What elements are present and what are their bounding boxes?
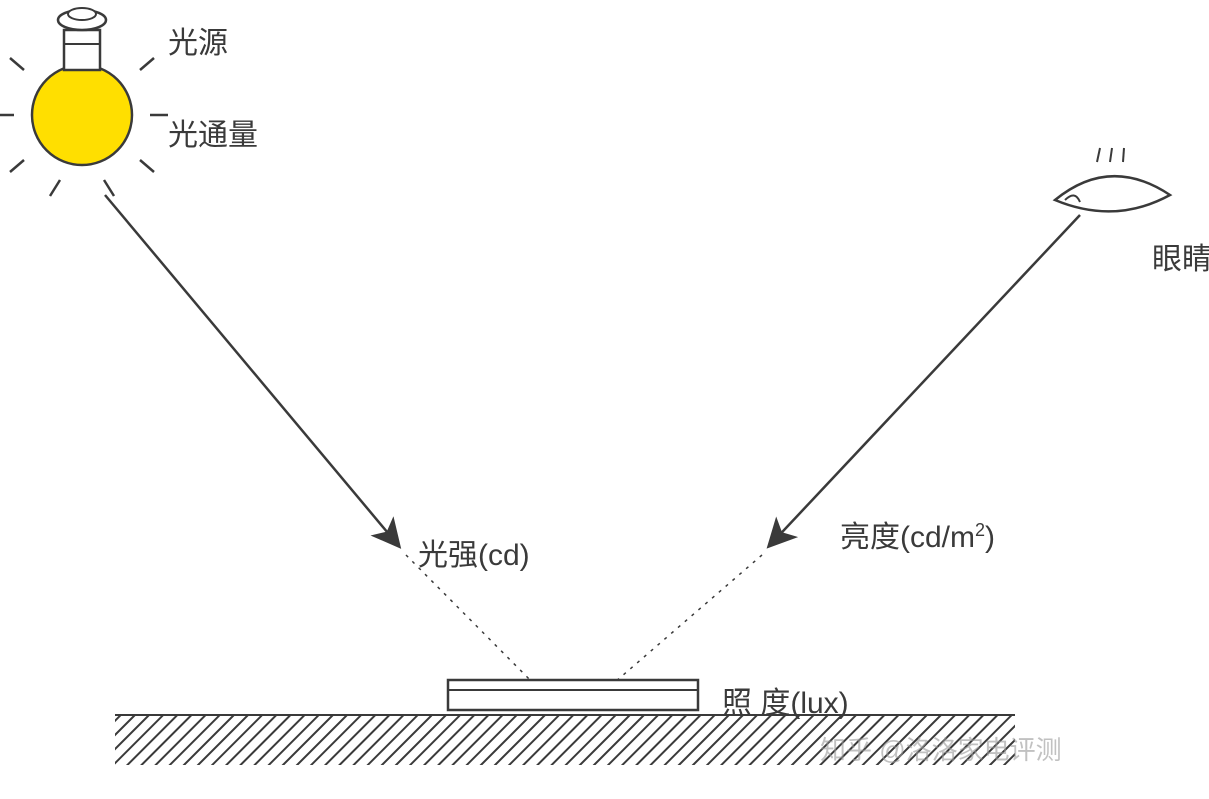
label-illuminance: 照 度(lux): [722, 678, 849, 722]
eye-icon: [1055, 148, 1170, 211]
label-light-source: 光源: [168, 18, 228, 62]
light-diagram: 光源 光通量 眼睛 光强(cd) 亮度(cd/m2) 照 度(lux) 知乎 @…: [0, 0, 1209, 799]
label-luminance: 亮度(cd/m2): [840, 512, 995, 556]
watermark-text: 知乎 @洛洛家电评测: [820, 730, 1062, 767]
dotted-right: [600, 555, 762, 695]
arrow-luminance: [770, 215, 1080, 545]
label-luminous-flux: 光通量: [168, 110, 258, 154]
dotted-left: [406, 555, 545, 695]
surface-plate: [448, 680, 698, 710]
label-eye: 眼睛: [1152, 234, 1209, 278]
label-intensity: 光强(cd): [418, 530, 530, 574]
light-bulb-icon: [0, 8, 168, 196]
arrow-intensity: [105, 195, 398, 545]
